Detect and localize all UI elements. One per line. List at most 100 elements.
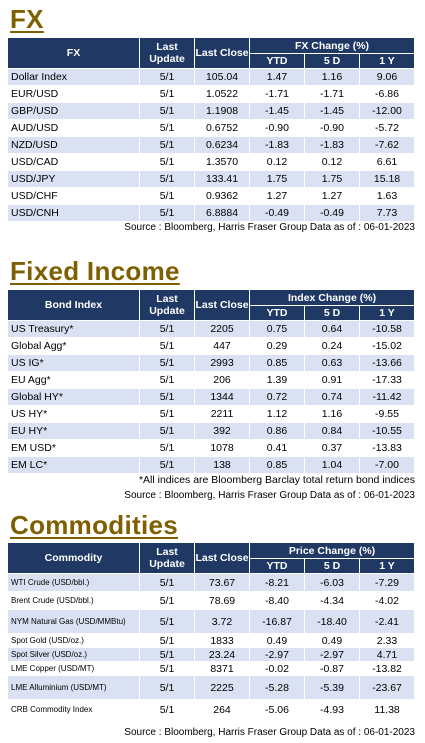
fi-cell-5d: 0.91 [304, 371, 360, 389]
fi-cell-5d: 1.16 [304, 405, 360, 423]
fx-cell-name: GBP/USD [7, 102, 140, 120]
comm-cell-update: 5/1 [139, 699, 195, 720]
fx-cell-name: Dollar Index [7, 68, 140, 86]
comm-cell-1y: 11.38 [358, 699, 416, 720]
fx-source: Source : Bloomberg, Harris Fraser Group … [124, 222, 415, 233]
fx-row: Dollar Index 5/1 105.04 1.47 1.16 9.06 [7, 68, 415, 86]
fx-cell-ytd: 1.75 [249, 170, 305, 188]
comm-cell-ytd: -5.06 [249, 699, 305, 720]
fx-cell-1y: -7.62 [359, 136, 415, 154]
fx-col-close-header: Last Close [194, 37, 250, 69]
comm-cell-update: 5/1 [139, 633, 195, 648]
fi-change-header: Index Change (%) [248, 289, 416, 306]
comm-col-name-header: Commodity [7, 542, 140, 574]
fi-cell-5d: 0.74 [304, 388, 360, 406]
fx-cell-5d: -1.83 [304, 136, 360, 154]
fx-cell-ytd: 1.47 [249, 68, 305, 86]
fx-cell-1y: 7.73 [359, 204, 415, 222]
comm-cell-1y: -2.41 [358, 609, 416, 634]
fx-col-update-header: Last Update [139, 37, 195, 69]
fx-cell-5d: 0.12 [304, 153, 360, 171]
fx-cell-name: USD/CHF [7, 187, 140, 205]
fi-cell-1y: -7.00 [358, 456, 416, 474]
fx-cell-1y: 1.63 [359, 187, 415, 205]
fi-footnote: *All indices are Bloomberg Barclay total… [138, 474, 415, 486]
fi-cell-ytd: 0.85 [249, 354, 305, 372]
comm-row: NYM Natural Gas (USD/MMBtu) 5/1 3.72 -16.87… [7, 609, 416, 634]
fi-cell-close: 206 [194, 371, 250, 389]
fi-cell-close: 1078 [194, 439, 250, 457]
fx-cell-ytd: -1.71 [249, 85, 305, 103]
fi-cell-1y: -9.55 [358, 405, 416, 423]
comm-cell-close: 2225 [194, 675, 250, 700]
fi-cell-ytd: 0.29 [249, 337, 305, 355]
comm-cell-update: 5/1 [139, 591, 195, 610]
fi-cell-name: EM USD* [7, 439, 140, 457]
comm-col-update-header: Last Update [139, 542, 195, 574]
fi-cell-1y: -15.02 [358, 337, 416, 355]
fi-cell-1y: -10.58 [358, 320, 416, 338]
comm-row: Spot Silver (USD/oz.) 5/1 23.24 -2.97 -2.97 4… [7, 647, 416, 662]
fx-cell-1y: -5.72 [359, 119, 415, 137]
fi-cell-close: 2205 [194, 320, 250, 338]
fi-cell-close: 2211 [194, 405, 250, 423]
fi-cell-name: Global Agg* [7, 337, 140, 355]
fx-cell-update: 5/1 [139, 68, 195, 86]
fi-cell-5d: 1.04 [304, 456, 360, 474]
comm-cell-update: 5/1 [139, 609, 195, 634]
fi-cell-ytd: 1.12 [249, 405, 305, 423]
fi-cell-close: 2993 [194, 354, 250, 372]
fx-table: FX Last Update Last Close FX Change (%) … [7, 37, 415, 222]
fx-cell-close: 1.1908 [194, 102, 250, 120]
fx-cell-close: 0.9362 [194, 187, 250, 205]
comm-cell-update: 5/1 [139, 675, 195, 700]
fx-cell-name: NZD/USD [7, 136, 140, 154]
fi-row: EU HY* 5/1 392 0.86 0.84 -10.55 [7, 422, 416, 440]
fi-cell-1y: -17.33 [358, 371, 416, 389]
fi-row: Global HY* 5/1 1344 0.72 0.74 -11.42 [7, 388, 416, 406]
fi-cell-ytd: 1.39 [249, 371, 305, 389]
fi-cell-name: EM LC* [7, 456, 140, 474]
fx-row: USD/CAD 5/1 1.3570 0.12 0.12 6.61 [7, 153, 415, 171]
comm-cell-close: 1833 [194, 633, 250, 648]
fx-cell-update: 5/1 [139, 102, 195, 120]
comm-cell-close: 3.72 [194, 609, 250, 634]
fi-cell-name: EU HY* [7, 422, 140, 440]
fixed-income-title: Fixed Income [10, 256, 180, 286]
fi-cell-close: 392 [194, 422, 250, 440]
fi-cell-close: 1344 [194, 388, 250, 406]
fi-cell-update: 5/1 [139, 354, 195, 372]
fi-cell-1y: -11.42 [358, 388, 416, 406]
fx-change-header: FX Change (%) [249, 37, 415, 54]
fx-cell-5d: 1.27 [304, 187, 360, 205]
fi-cell-name: US HY* [7, 405, 140, 423]
fx-cell-update: 5/1 [139, 153, 195, 171]
fx-row: USD/CNH 5/1 6.8884 -0.49 -0.49 7.73 [7, 204, 415, 222]
fx-row: USD/JPY 5/1 133.41 1.75 1.75 15.18 [7, 170, 415, 188]
fx-col-name-header: FX [7, 37, 140, 69]
fx-cell-ytd: -0.90 [249, 119, 305, 137]
fi-cell-update: 5/1 [139, 456, 195, 474]
comm-col-5d-header: 5 D [304, 558, 360, 574]
fx-cell-name: EUR/USD [7, 85, 140, 103]
comm-cell-5d: -4.34 [304, 591, 360, 610]
comm-cell-update: 5/1 [139, 647, 195, 662]
fx-col-5d-header: 5 D [304, 53, 360, 69]
fi-row: US Treasury* 5/1 2205 0.75 0.64 -10.58 [7, 320, 416, 338]
commodities-table: Commodity Last Update Last Close Price C… [7, 542, 416, 720]
fi-row: Global Agg* 5/1 447 0.29 0.24 -15.02 [7, 337, 416, 355]
comm-cell-ytd: -2.97 [249, 647, 305, 662]
fx-cell-1y: -12.00 [359, 102, 415, 120]
comm-cell-5d: -5.39 [304, 675, 360, 700]
comm-cell-name: Spot Gold (USD/oz.) [7, 633, 140, 648]
comm-cell-close: 8371 [194, 661, 250, 676]
comm-row: LME Copper (USD/MT) 5/1 8371 -0.02 -0.87 -13.… [7, 661, 416, 676]
fx-cell-5d: -1.71 [304, 85, 360, 103]
comm-cell-name: Spot Silver (USD/oz.) [7, 647, 140, 662]
comm-row: CRB Commodity Index 5/1 264 -5.06 -4.93 11.38 [7, 699, 416, 720]
fi-cell-5d: 0.64 [304, 320, 360, 338]
fx-cell-update: 5/1 [139, 136, 195, 154]
fx-cell-update: 5/1 [139, 204, 195, 222]
fi-cell-name: US IG* [7, 354, 140, 372]
comm-row: WTI Crude (USD/bbl.) 5/1 73.67 -8.21 -6.03 -7… [7, 573, 416, 592]
